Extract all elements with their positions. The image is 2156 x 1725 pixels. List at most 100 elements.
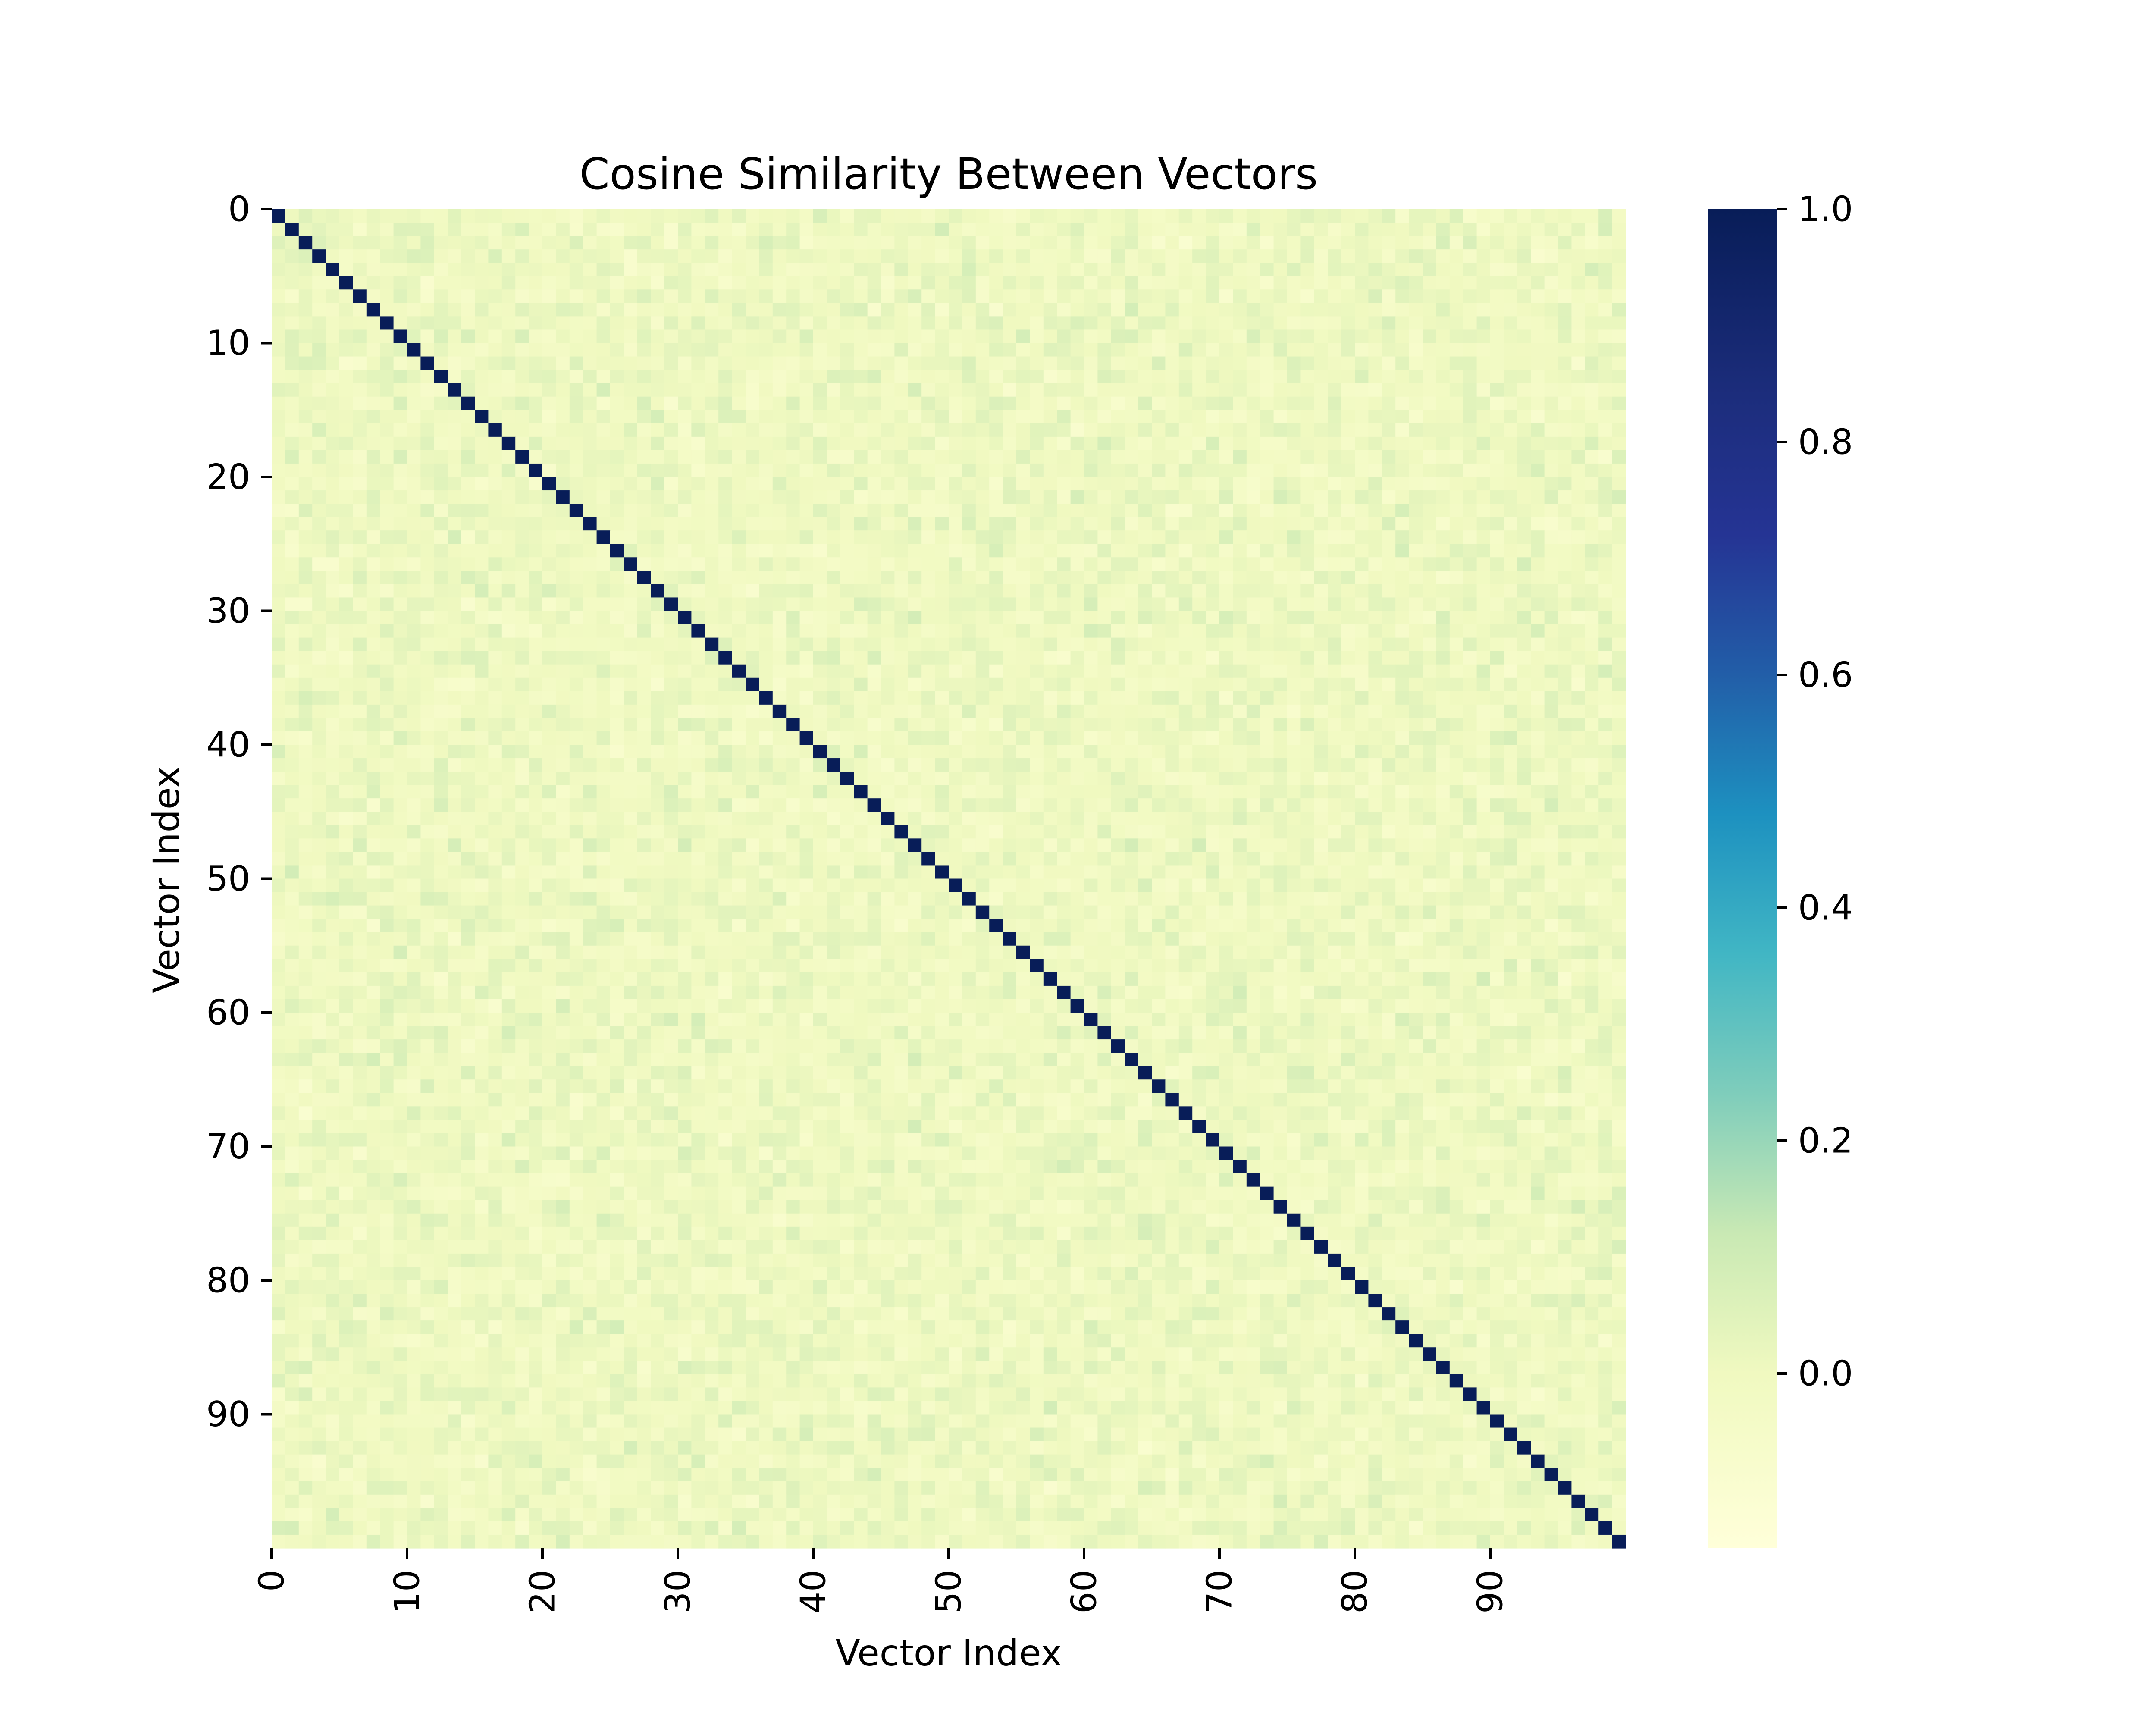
heatmap-cell <box>1043 812 1057 825</box>
heatmap-cell <box>1138 637 1152 652</box>
heatmap-cell <box>813 677 827 692</box>
heatmap-cell <box>1016 571 1030 584</box>
heatmap-cell <box>366 584 380 598</box>
heatmap-cell <box>1449 517 1463 531</box>
heatmap-cell <box>1544 677 1558 692</box>
heatmap-cell <box>935 772 949 785</box>
heatmap-cell <box>1043 651 1057 665</box>
heatmap-cell <box>583 436 597 451</box>
heatmap-cell <box>380 651 394 665</box>
heatmap-cell <box>651 772 665 785</box>
heatmap-cell <box>1084 249 1098 263</box>
heatmap-cell <box>1273 852 1288 866</box>
heatmap-cell <box>461 410 475 424</box>
heatmap-cell <box>596 772 611 785</box>
heatmap-cell <box>624 383 638 397</box>
heatmap-cell <box>1449 477 1463 491</box>
heatmap-cell <box>366 718 380 732</box>
heatmap-cell <box>705 490 719 504</box>
heatmap-cell <box>840 718 854 732</box>
heatmap-cell <box>1558 611 1572 625</box>
heatmap-cell <box>772 772 787 785</box>
heatmap-cell <box>1043 758 1057 772</box>
heatmap-cell <box>1260 825 1274 839</box>
heatmap-cell <box>596 289 611 303</box>
heatmap-cell <box>569 530 583 544</box>
heatmap-cell <box>1043 423 1057 437</box>
heatmap-cell <box>1314 209 1328 223</box>
heatmap-cell <box>1206 677 1220 692</box>
heatmap-cell <box>475 463 489 477</box>
heatmap-cell <box>705 745 719 759</box>
heatmap-cell <box>380 825 394 839</box>
heatmap-cell <box>921 772 936 785</box>
heatmap-cell <box>1300 410 1315 424</box>
heatmap-cell <box>1084 436 1098 451</box>
heatmap-cell <box>1585 772 1599 785</box>
heatmap-cell <box>529 477 543 491</box>
heatmap-cell <box>678 209 692 223</box>
heatmap-cell <box>475 865 489 879</box>
heatmap-cell <box>339 677 353 692</box>
heatmap-cell <box>542 798 556 812</box>
heatmap-cell <box>298 664 313 678</box>
heatmap-cell <box>434 651 448 665</box>
heatmap-cell <box>1328 758 1342 772</box>
heatmap-cell <box>1206 343 1220 357</box>
heatmap-cell <box>1423 571 1436 584</box>
heatmap-cell <box>651 785 665 799</box>
heatmap-cell <box>1057 812 1071 825</box>
heatmap-cell <box>1097 865 1112 879</box>
heatmap-cell <box>637 637 651 652</box>
heatmap-cell <box>1138 852 1152 866</box>
heatmap-cell <box>1409 812 1423 825</box>
heatmap-cell <box>989 597 1003 612</box>
heatmap-cell <box>1287 410 1301 424</box>
heatmap-cell <box>1287 343 1301 357</box>
heatmap-cell <box>786 597 800 612</box>
heatmap-cell <box>542 597 556 612</box>
heatmap-cell <box>921 571 936 584</box>
heatmap-cell <box>1449 838 1463 852</box>
heatmap-cell <box>962 383 976 397</box>
heatmap-cell <box>353 812 367 825</box>
heatmap-cell <box>434 530 448 544</box>
heatmap-cell <box>1152 410 1166 424</box>
heatmap-cell <box>1328 838 1342 852</box>
heatmap-cell <box>1043 637 1057 652</box>
heatmap-cell <box>1395 624 1410 638</box>
heatmap-cell <box>1246 450 1260 464</box>
heatmap-cell <box>1517 450 1531 464</box>
heatmap-cell <box>515 517 530 531</box>
heatmap-cell <box>339 343 353 357</box>
heatmap-cell <box>1504 423 1518 437</box>
heatmap-cell <box>827 557 841 571</box>
heatmap-cell <box>1490 423 1504 437</box>
heatmap-cell <box>1178 316 1193 330</box>
heatmap-cell <box>732 544 746 558</box>
heatmap-cell <box>637 223 651 236</box>
heatmap-cell <box>1233 624 1247 638</box>
heatmap-cell <box>1395 718 1410 732</box>
heatmap-cell <box>1504 209 1518 223</box>
heatmap-cell <box>529 664 543 678</box>
heatmap-cell <box>1504 316 1518 330</box>
heatmap-cell <box>759 450 773 464</box>
heatmap-cell <box>759 303 773 317</box>
heatmap-cell <box>1409 597 1423 612</box>
heatmap-cell <box>1355 691 1369 705</box>
heatmap-cell <box>1192 490 1206 504</box>
heatmap-cell <box>881 677 895 692</box>
heatmap-cell <box>962 450 976 464</box>
heatmap-cell <box>420 865 435 879</box>
heatmap-cell <box>1598 303 1613 317</box>
heatmap-cell <box>1328 637 1342 652</box>
heatmap-cell <box>285 423 299 437</box>
heatmap-cell <box>1111 704 1125 718</box>
heatmap-cell <box>786 490 800 504</box>
heatmap-cell <box>475 236 489 250</box>
heatmap-cell <box>1355 745 1369 759</box>
heatmap-cell <box>691 504 705 518</box>
chart-title: Cosine Similarity Between Vectors <box>580 149 1318 199</box>
heatmap-cell <box>1206 838 1220 852</box>
